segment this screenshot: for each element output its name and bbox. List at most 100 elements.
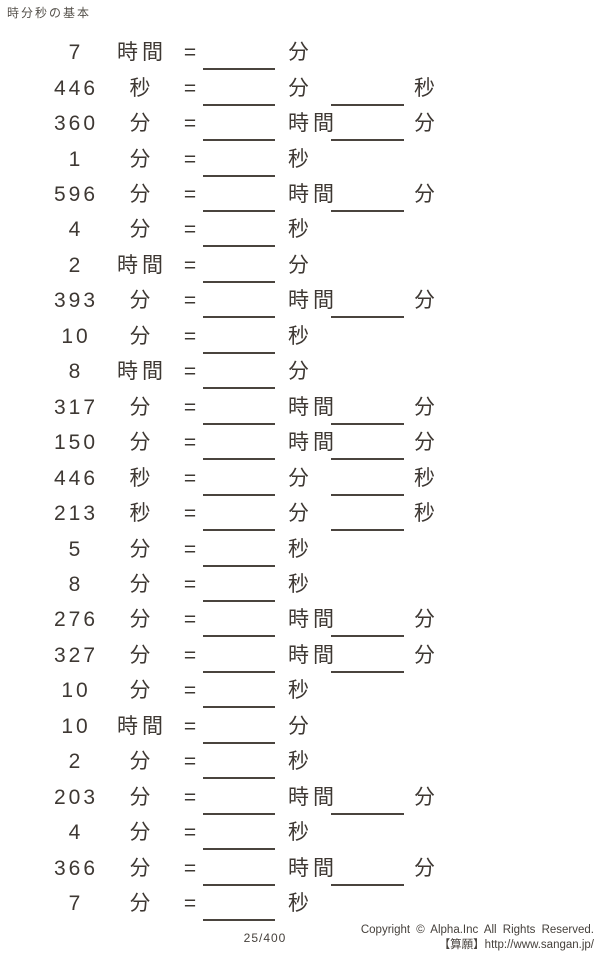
answer-unit: 分 bbox=[414, 856, 439, 880]
answer-unit: 秒 bbox=[288, 821, 313, 845]
answer-unit: 時間 bbox=[288, 608, 338, 632]
problem-value: 213 bbox=[53, 502, 99, 526]
answer-blank bbox=[203, 493, 275, 496]
answer-blank bbox=[331, 670, 404, 673]
problem-row: 10 時間 = 分 bbox=[0, 709, 600, 745]
answer-unit: 秒 bbox=[288, 573, 313, 596]
problem-unit: 分 bbox=[129, 431, 155, 455]
problem-unit: 秒 bbox=[129, 466, 155, 490]
answer-unit: 秒 bbox=[288, 750, 313, 774]
answer-blank bbox=[203, 280, 275, 283]
answer-blank bbox=[203, 422, 275, 425]
problem-value: 7 bbox=[68, 41, 84, 65]
answer-blank bbox=[203, 351, 275, 354]
equals-sign: = bbox=[183, 76, 197, 100]
answer-blank bbox=[203, 458, 275, 461]
equals-sign: = bbox=[183, 324, 197, 348]
problem-unit: 秒 bbox=[129, 76, 155, 100]
problem-row: 5 分 = 秒 bbox=[0, 532, 600, 568]
answer-unit: 分 bbox=[414, 395, 439, 419]
problem-row: 10 分 = 秒 bbox=[0, 673, 600, 709]
answer-blank bbox=[203, 529, 275, 532]
problem-unit: 分 bbox=[129, 289, 155, 313]
problem-row: 4 分 = 秒 bbox=[0, 212, 600, 248]
problem-unit: 時間 bbox=[117, 253, 167, 277]
problem-row: 393 分 = 時間 分 bbox=[0, 283, 600, 319]
problem-value: 446 bbox=[53, 76, 99, 100]
problem-value: 327 bbox=[53, 643, 99, 667]
problem-unit: 分 bbox=[129, 643, 155, 667]
answer-blank bbox=[203, 174, 275, 177]
equals-sign: = bbox=[183, 643, 197, 667]
answer-unit: 秒 bbox=[288, 537, 313, 561]
equals-sign: = bbox=[183, 821, 197, 845]
problem-value: 4 bbox=[68, 218, 84, 242]
answer-blank bbox=[203, 600, 275, 602]
copyright-line2: 【算願】http://www.sangan.jp/ bbox=[438, 939, 594, 951]
answer-unit: 秒 bbox=[288, 679, 313, 703]
answer-unit: 分 bbox=[288, 466, 313, 490]
answer-unit: 秒 bbox=[288, 218, 313, 242]
problem-unit: 分 bbox=[129, 147, 155, 171]
problem-row: 203 分 = 時間 分 bbox=[0, 780, 600, 816]
answer-unit: 時間 bbox=[288, 395, 338, 419]
problem-value: 10 bbox=[61, 679, 91, 703]
equals-sign: = bbox=[183, 147, 197, 171]
answer-unit: 時間 bbox=[288, 856, 338, 880]
problem-value: 317 bbox=[53, 395, 99, 419]
problem-value: 276 bbox=[53, 608, 99, 632]
problem-value: 596 bbox=[53, 183, 99, 206]
answer-unit: 分 bbox=[414, 785, 439, 809]
problem-unit: 分 bbox=[129, 856, 155, 880]
problem-value: 393 bbox=[53, 289, 99, 313]
problem-unit: 分 bbox=[129, 821, 155, 845]
answer-blank bbox=[203, 812, 275, 815]
page-title: 時分秒の基本 bbox=[7, 6, 92, 20]
problem-unit: 分 bbox=[129, 573, 155, 596]
answer-unit: 分 bbox=[288, 76, 313, 100]
equals-sign: = bbox=[183, 714, 197, 738]
answer-blank bbox=[331, 316, 404, 319]
equals-sign: = bbox=[183, 289, 197, 313]
problem-value: 8 bbox=[68, 360, 84, 384]
answer-unit: 分 bbox=[288, 41, 313, 65]
problem-row: 276 分 = 時間 分 bbox=[0, 602, 600, 638]
answer-unit: 分 bbox=[414, 608, 439, 632]
equals-sign: = bbox=[183, 112, 197, 136]
problem-row: 8 時間 = 分 bbox=[0, 354, 600, 390]
problem-unit: 分 bbox=[129, 183, 155, 206]
answer-unit: 秒 bbox=[414, 502, 439, 526]
problem-unit: 分 bbox=[129, 324, 155, 348]
problem-value: 1 bbox=[68, 147, 84, 171]
answer-blank bbox=[331, 103, 404, 106]
problem-value: 446 bbox=[53, 466, 99, 490]
answer-blank bbox=[203, 387, 275, 390]
answer-blank bbox=[331, 493, 404, 496]
problem-unit: 時間 bbox=[117, 360, 167, 384]
problem-row: 4 分 = 秒 bbox=[0, 815, 600, 851]
problem-row: 7 分 = 秒 bbox=[0, 886, 600, 922]
equals-sign: = bbox=[183, 218, 197, 242]
equals-sign: = bbox=[183, 395, 197, 419]
answer-blank bbox=[203, 706, 275, 709]
equals-sign: = bbox=[183, 750, 197, 774]
problem-unit: 分 bbox=[129, 750, 155, 774]
answer-unit: 分 bbox=[414, 183, 439, 206]
answer-blank bbox=[203, 777, 275, 780]
equals-sign: = bbox=[183, 785, 197, 809]
answer-blank bbox=[203, 741, 275, 744]
problem-row: 446 秒 = 分 秒 bbox=[0, 461, 600, 497]
answer-unit: 分 bbox=[414, 289, 439, 313]
problem-row: 150 分 = 時間 分 bbox=[0, 425, 600, 461]
answer-blank bbox=[203, 68, 275, 71]
equals-sign: = bbox=[183, 431, 197, 455]
problem-value: 7 bbox=[68, 892, 84, 915]
copyright: Copyright © Alpha.Inc All Rights Reserve… bbox=[361, 923, 594, 953]
answer-blank bbox=[203, 670, 275, 673]
equals-sign: = bbox=[183, 41, 197, 65]
answer-blank bbox=[203, 245, 275, 248]
answer-unit: 時間 bbox=[288, 112, 338, 136]
problem-unit: 分 bbox=[129, 218, 155, 242]
problem-value: 203 bbox=[53, 785, 99, 809]
